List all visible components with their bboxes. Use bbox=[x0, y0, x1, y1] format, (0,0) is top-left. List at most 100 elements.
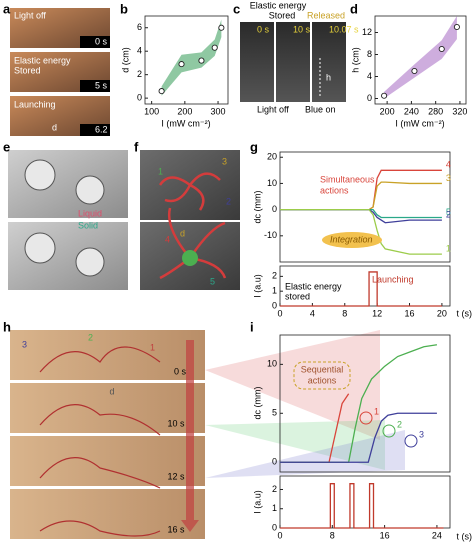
plot-frame bbox=[279, 334, 451, 473]
photo-label: Elastic energy bbox=[14, 55, 71, 65]
photo-label: Solid bbox=[78, 220, 98, 230]
y-tick-label: 0 bbox=[367, 93, 372, 103]
x-tick-label: 200 bbox=[380, 106, 395, 116]
y-tick-label: 4 bbox=[137, 46, 142, 56]
plot-frame bbox=[279, 475, 451, 529]
panel-letter: d bbox=[350, 1, 358, 16]
x-tick-label: 24 bbox=[432, 530, 442, 540]
panel-letter: h bbox=[3, 319, 11, 334]
y-tick-label: 0 bbox=[272, 522, 277, 532]
annotation: Elastic energy bbox=[285, 281, 342, 291]
x-axis-label: t (s) bbox=[457, 308, 473, 318]
panel-letter: c bbox=[233, 1, 240, 16]
photo-label: 5 bbox=[210, 276, 215, 286]
photo-label: Stored bbox=[14, 65, 41, 75]
series-label: 4 bbox=[446, 160, 451, 170]
data-line bbox=[280, 412, 437, 463]
x-tick-label: 12 bbox=[372, 308, 382, 318]
annotation: Simultaneous bbox=[320, 174, 375, 184]
error-band bbox=[161, 19, 222, 96]
photos-h bbox=[10, 330, 405, 539]
photo-label: h bbox=[326, 72, 331, 82]
x-tick-label: 0 bbox=[277, 530, 282, 540]
annotation: Launching bbox=[372, 274, 414, 284]
x-tick-label: 100 bbox=[144, 106, 159, 116]
series-label: 2 bbox=[446, 209, 451, 219]
data-point bbox=[453, 23, 460, 31]
photo-label: 1 bbox=[158, 166, 163, 176]
y-axis-label: dc (mm) bbox=[252, 191, 262, 224]
x-tick-label: 280 bbox=[428, 106, 443, 116]
data-point bbox=[438, 45, 445, 53]
panel-letter: b bbox=[120, 1, 128, 16]
panel-letter: a bbox=[3, 1, 11, 16]
data-line bbox=[280, 208, 442, 255]
y-tick-label: 0 bbox=[272, 457, 277, 467]
annotation-bg bbox=[322, 232, 382, 248]
photos-f bbox=[140, 150, 240, 290]
data-point bbox=[211, 44, 218, 51]
data-line bbox=[280, 181, 442, 211]
data-point bbox=[218, 24, 225, 31]
data-line bbox=[280, 208, 442, 219]
annotation: Sequential bbox=[301, 364, 344, 374]
x-tick-label: 200 bbox=[177, 106, 192, 116]
y-tick-label: 6 bbox=[137, 22, 142, 32]
data-point bbox=[381, 92, 388, 99]
photo-label: Launching bbox=[14, 99, 56, 109]
x-tick-label: 20 bbox=[437, 308, 447, 318]
data-line bbox=[280, 208, 442, 224]
annotation: Integration bbox=[330, 234, 373, 244]
plot-frame bbox=[374, 15, 467, 105]
y-tick-label: 4 bbox=[367, 71, 372, 81]
data-point bbox=[158, 88, 165, 95]
y-tick-label: 5 bbox=[272, 408, 277, 418]
y-axis-label: dc (mm) bbox=[252, 387, 262, 420]
photo-label: Elastic energy bbox=[250, 0, 307, 10]
x-axis-label: I (mW cm⁻²) bbox=[395, 118, 444, 128]
annotation: 1 bbox=[374, 406, 379, 416]
y-tick-label: 10 bbox=[267, 359, 277, 369]
photo-label: 3 bbox=[222, 156, 227, 166]
photos-c bbox=[240, 22, 346, 102]
y-tick-label: 0 bbox=[137, 93, 142, 103]
y-tick-label: 2 bbox=[137, 69, 142, 79]
x-tick-label: 320 bbox=[452, 106, 467, 116]
x-tick-label: 240 bbox=[404, 106, 419, 116]
y-tick-label: 8 bbox=[367, 49, 372, 59]
y-tick-label: -10 bbox=[264, 230, 277, 240]
data-line bbox=[280, 483, 444, 529]
y-tick-label: 0 bbox=[272, 300, 277, 310]
photo-label: 1 bbox=[150, 342, 155, 352]
photo-label: Liquid bbox=[78, 208, 102, 218]
annotation: actions bbox=[308, 375, 337, 385]
photo-label: d bbox=[180, 228, 185, 238]
annotation-circle bbox=[404, 434, 418, 448]
photo-label: 0 s bbox=[257, 24, 270, 34]
y-tick-label: 1 bbox=[272, 286, 277, 296]
data-point bbox=[198, 57, 205, 64]
x-tick-label: 8 bbox=[342, 308, 347, 318]
panel-letter: e bbox=[3, 139, 10, 154]
y-tick-label: 0 bbox=[272, 204, 277, 214]
photos-a bbox=[10, 8, 110, 136]
photo-label: 4 bbox=[165, 234, 170, 244]
photo-label: 16 s bbox=[167, 524, 185, 534]
x-tick-label: 16 bbox=[405, 308, 415, 318]
x-axis-label: I (mW cm⁻²) bbox=[161, 118, 210, 128]
x-tick-label: 8 bbox=[330, 530, 335, 540]
photos-e bbox=[8, 150, 128, 290]
photo-label: Released bbox=[307, 10, 345, 20]
photo-label: 12 s bbox=[167, 471, 185, 481]
error-band bbox=[384, 16, 457, 99]
photo-label: 10.07 s bbox=[329, 24, 359, 34]
x-axis-label: t (s) bbox=[457, 531, 473, 541]
photo-label: 2 bbox=[226, 196, 231, 206]
x-tick-label: 16 bbox=[380, 530, 390, 540]
data-line bbox=[280, 271, 442, 307]
y-tick-label: 10 bbox=[267, 178, 277, 188]
y-tick-label: 2 bbox=[272, 271, 277, 281]
plot-frame bbox=[279, 151, 451, 263]
x-tick-label: 0 bbox=[277, 308, 282, 318]
